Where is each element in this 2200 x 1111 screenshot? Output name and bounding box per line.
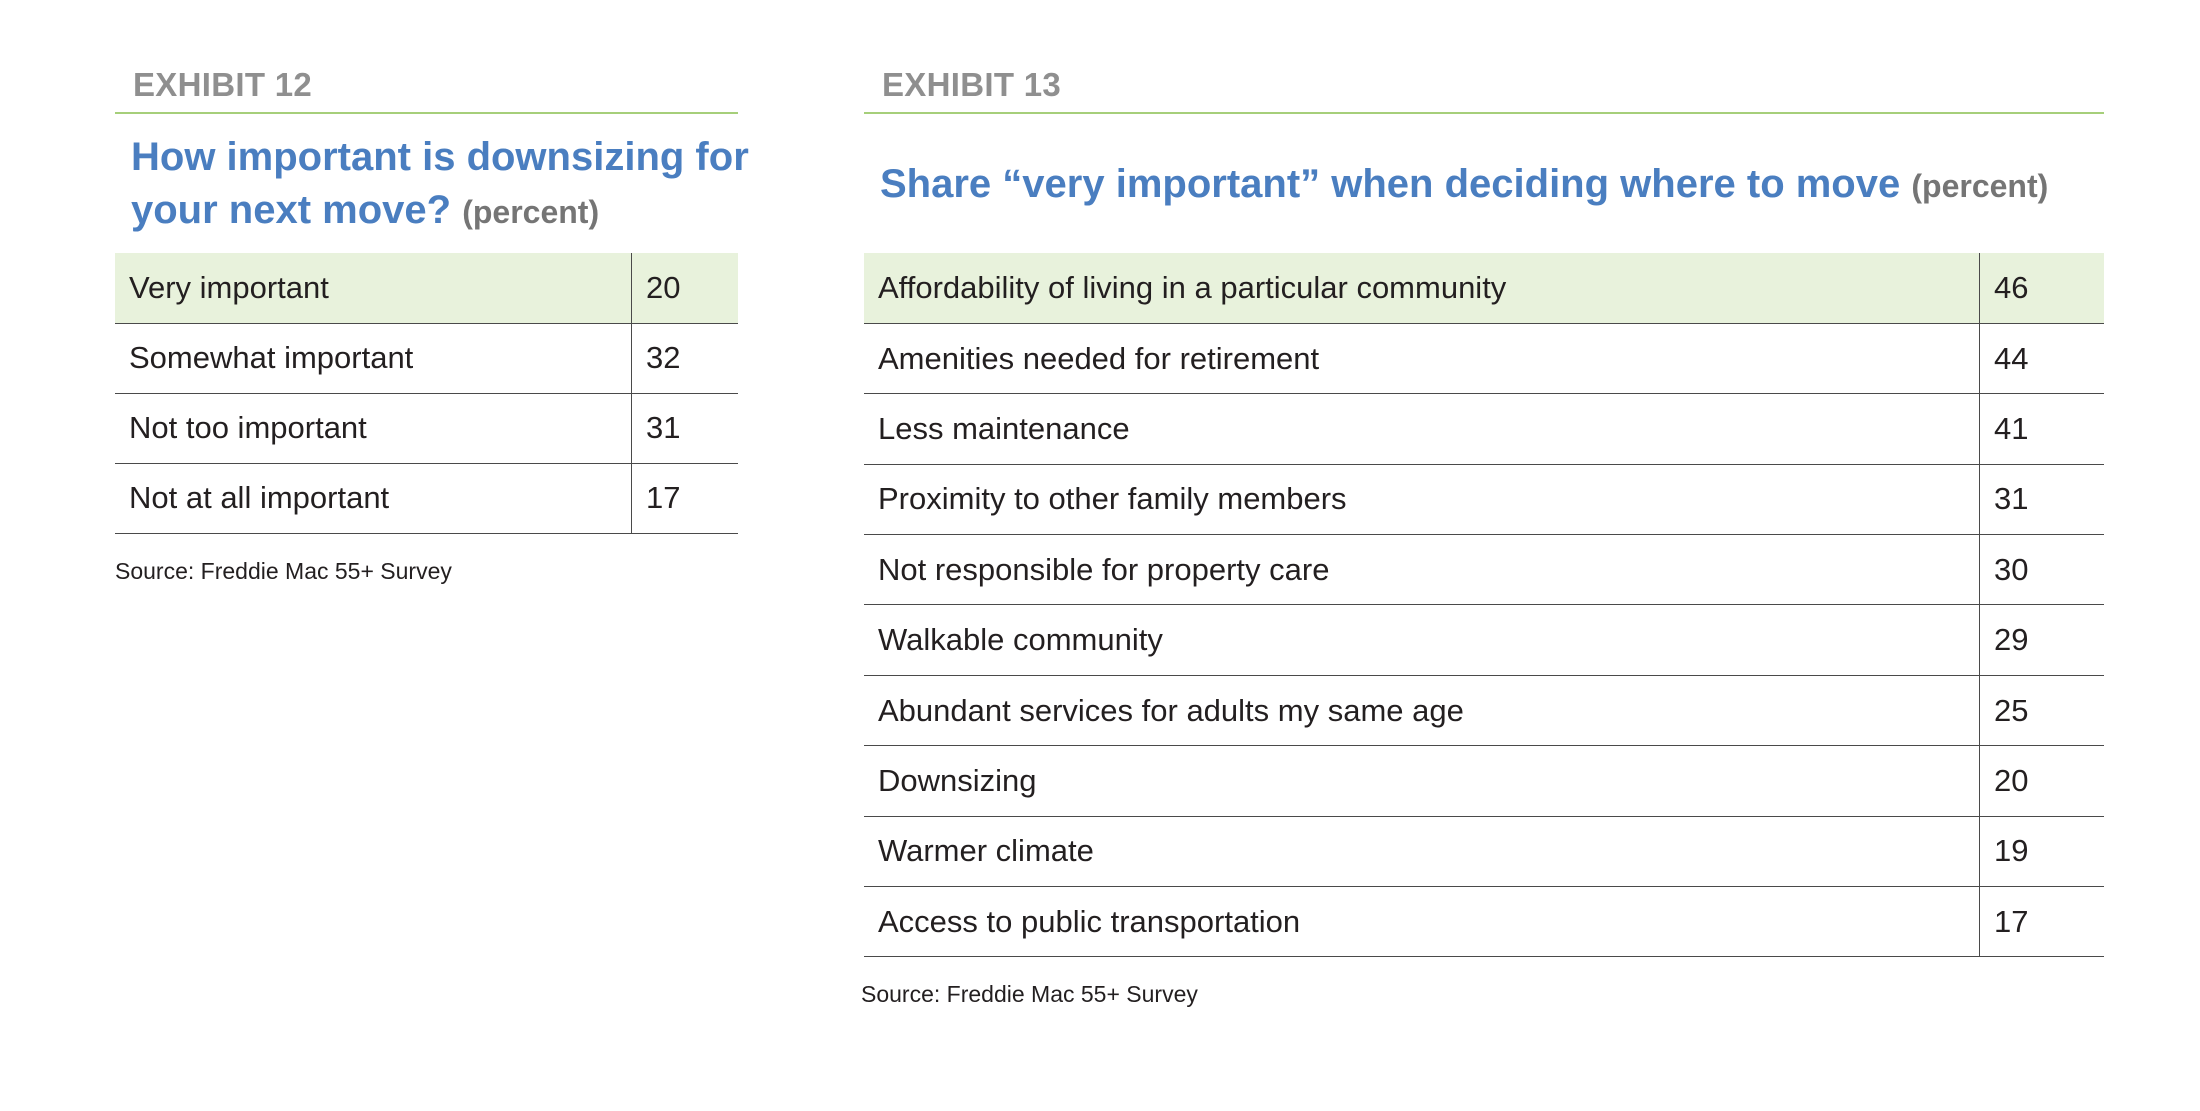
row-value: 46	[1979, 253, 2104, 324]
exhibit-divider	[115, 112, 738, 114]
row-label: Somewhat important	[129, 340, 414, 375]
row-value: 17	[1979, 886, 2104, 957]
row-value: 31	[631, 393, 738, 463]
row-label: Not too important	[129, 410, 367, 445]
row-value: 20	[631, 253, 738, 323]
table-row: Affordability of living in a particular …	[864, 253, 2104, 324]
table-row: Very important 20	[115, 253, 738, 323]
row-value: 25	[1979, 675, 2104, 746]
table-row: Proximity to other family members 31	[864, 464, 2104, 535]
table-row: Walkable community 29	[864, 604, 2104, 676]
exhibit-table: Very important 20 Somewhat important 32 Not …	[115, 253, 738, 534]
source-note: Source: Freddie Mac 55+ Survey	[115, 558, 452, 584]
row-value: 44	[1979, 323, 2104, 394]
row-label: Very important	[129, 269, 329, 305]
row-value: 19	[1979, 816, 2104, 887]
row-value: 17	[631, 463, 738, 533]
row-value: 41	[1979, 393, 2104, 465]
row-value: 30	[1979, 534, 2104, 605]
exhibit-unit: (percent)	[462, 194, 600, 230]
exhibit-label: EXHIBIT 13	[882, 66, 1062, 103]
exhibit-title-text: Share “very important” when deciding whe…	[880, 162, 1901, 206]
exhibit-title-text: How important is downsizing for your nex…	[131, 135, 749, 232]
row-value: 29	[1979, 604, 2104, 676]
row-label: Access to public transportation	[878, 903, 1301, 939]
table-row: Warmer climate 19	[864, 816, 2104, 887]
row-value: 32	[631, 323, 738, 393]
table-row: Access to public transportation 17	[864, 886, 2104, 957]
table-row: Downsizing 20	[864, 745, 2104, 817]
exhibit-table: Affordability of living in a particular …	[864, 253, 2104, 957]
table-row: Abundant services for adults my same age…	[864, 675, 2104, 746]
row-value: 31	[1979, 464, 2104, 535]
exhibit-title: Share “very important” when deciding whe…	[880, 158, 2140, 213]
table-row: Less maintenance 41	[864, 393, 2104, 465]
row-label: Warmer climate	[878, 833, 1094, 869]
table-row: Not too important 31	[115, 393, 738, 463]
row-label: Not responsible for property care	[878, 551, 1330, 587]
row-label: Proximity to other family members	[878, 481, 1347, 517]
row-label: Affordability of living in a particular …	[878, 269, 1507, 305]
row-value: 20	[1979, 745, 2104, 817]
row-label: Walkable community	[878, 622, 1163, 658]
table-row: Not responsible for property care 30	[864, 534, 2104, 605]
table-row: Amenities needed for retirement 44	[864, 323, 2104, 394]
exhibit-title: How important is downsizing for your nex…	[131, 131, 771, 239]
source-note: Source: Freddie Mac 55+ Survey	[861, 981, 1198, 1007]
row-label: Amenities needed for retirement	[878, 340, 1320, 376]
row-label: Abundant services for adults my same age	[878, 692, 1464, 728]
exhibit-divider	[864, 112, 2104, 114]
table-row: Not at all important 17	[115, 463, 738, 533]
row-label: Less maintenance	[878, 410, 1130, 446]
exhibit-unit: (percent)	[1911, 168, 2049, 204]
row-label: Downsizing	[878, 762, 1037, 798]
table-row: Somewhat important 32	[115, 323, 738, 393]
row-label: Not at all important	[129, 480, 390, 515]
exhibit-label: EXHIBIT 12	[133, 66, 313, 103]
